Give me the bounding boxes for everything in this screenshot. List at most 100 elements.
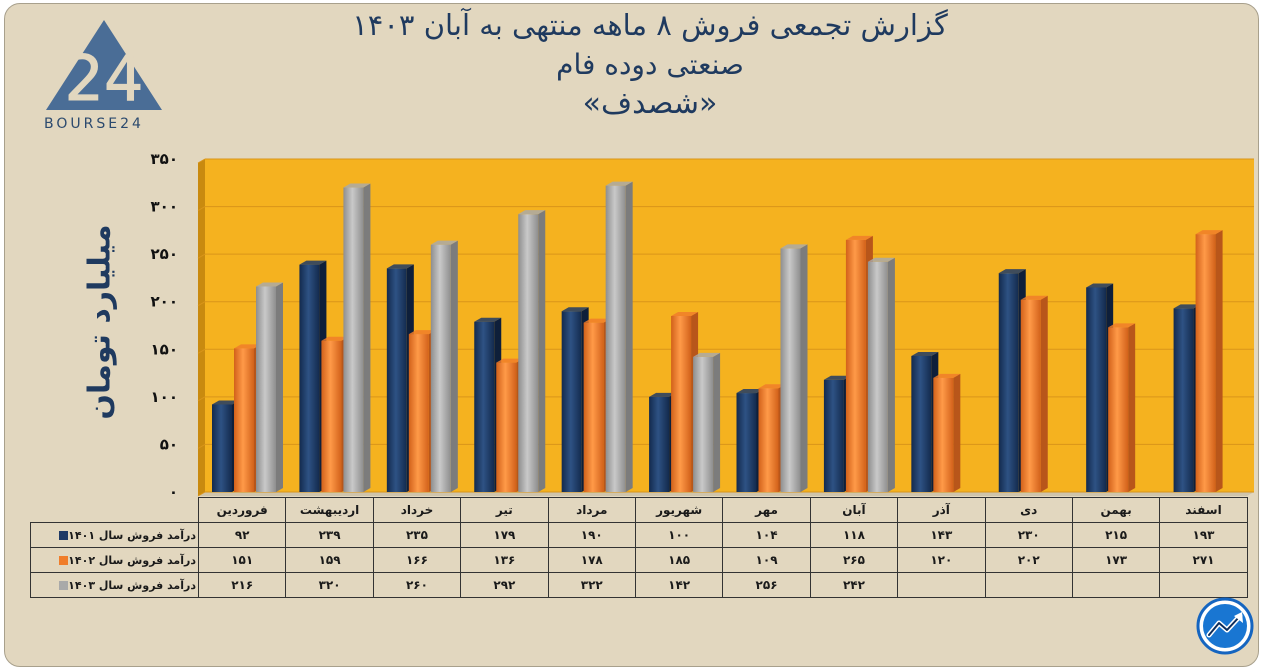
legend-swatch	[59, 556, 69, 565]
bar-side	[450, 240, 458, 492]
logo-triangle	[46, 20, 162, 110]
y-tick-label: ۲۰۰	[151, 293, 178, 311]
bar	[234, 348, 254, 492]
table-cell: ۱۴۳	[897, 522, 986, 548]
x-tick-label: فروردین	[197, 497, 287, 523]
bar	[867, 261, 888, 492]
bar-top	[823, 375, 851, 380]
bar-top	[867, 257, 895, 262]
bar-side	[625, 181, 633, 492]
table-cell: ۱۹۳	[1159, 522, 1248, 548]
chart-subtitle: صنعتی دوده فام	[556, 48, 744, 81]
table-cell: ۱۰۴	[722, 522, 811, 548]
bar-top	[671, 311, 699, 316]
gridline-side	[197, 396, 206, 402]
bar-side	[953, 373, 961, 492]
bar-top	[649, 392, 677, 397]
table-cell: ۲۳۰	[984, 522, 1073, 548]
bar-top	[736, 389, 764, 394]
bar	[343, 187, 364, 493]
bar-top	[256, 282, 283, 287]
table-corner	[30, 497, 199, 523]
y-tick-label: ۳۵۰	[151, 150, 178, 168]
gridline-side	[197, 253, 206, 259]
bar	[1173, 308, 1194, 492]
legend-entry: درآمد فروش سال ۱۴۰۲	[30, 547, 199, 573]
bar	[758, 388, 779, 492]
table-cell: ۱۵۹	[285, 547, 374, 573]
table-cell: ۱۳۶	[460, 547, 549, 573]
bar-top	[234, 344, 261, 349]
bar-top	[561, 307, 589, 312]
bar	[998, 273, 1019, 492]
bar	[518, 214, 539, 492]
bar-top	[343, 183, 371, 188]
bar-top	[518, 210, 546, 215]
y-tick-label: ۰	[169, 483, 178, 501]
table-cell: ۲۳۵	[372, 522, 462, 548]
bar-top	[1195, 230, 1223, 235]
legend-label: درآمد فروش سال ۱۴۰۳	[68, 578, 196, 592]
bar-top	[212, 400, 239, 405]
bar-top	[474, 317, 502, 322]
table-cell	[1071, 572, 1161, 598]
logo-text: BOURSE24	[44, 116, 144, 132]
bar	[474, 321, 495, 492]
bar	[845, 239, 866, 492]
legend-swatch	[59, 581, 69, 590]
table-cell: ۱۷۳	[1071, 547, 1161, 573]
bar	[430, 244, 451, 492]
bar-side	[1040, 295, 1048, 492]
bar-top	[430, 240, 458, 245]
table-cell: ۹۲	[197, 522, 287, 548]
x-tick-label: خرداد	[372, 497, 462, 523]
plot-side-wall	[198, 159, 205, 496]
bar	[321, 340, 342, 492]
bar-side	[1215, 230, 1223, 493]
gridline-side	[197, 206, 206, 212]
x-tick-label: اسفند	[1159, 497, 1248, 523]
table-cell: ۲۷۱	[1159, 547, 1248, 573]
gridline-side	[197, 348, 206, 354]
legend-label: درآمد فروش سال ۱۴۰۲	[68, 553, 196, 567]
bar-top	[496, 358, 524, 363]
table-cell: ۲۰۲	[984, 547, 1073, 573]
plot-floor	[198, 492, 1254, 496]
table-cell: ۱۰۰	[634, 522, 724, 548]
gridline-side	[197, 158, 206, 164]
bar	[212, 404, 232, 492]
bar-side	[538, 210, 546, 492]
legend-label: درآمد فروش سال ۱۴۰۱	[68, 528, 196, 542]
table-cell: ۱۷۹	[460, 522, 549, 548]
table-cell	[984, 572, 1073, 598]
y-tick-label: ۱۰۰	[151, 388, 178, 406]
gridline-side	[197, 301, 206, 307]
bar-side	[1128, 323, 1136, 492]
x-tick-label: مرداد	[547, 497, 636, 523]
gridline-side	[197, 491, 206, 497]
table-cell: ۱۷۸	[547, 547, 636, 573]
trend-line-badge-icon	[1196, 597, 1254, 655]
bar	[408, 334, 429, 492]
y-tick-label: ۱۵۰	[151, 340, 178, 358]
bar-side	[800, 244, 808, 492]
table-cell: ۲۱۵	[1071, 522, 1161, 548]
x-tick-label: بهمن	[1071, 497, 1161, 523]
table-cell: ۱۲۰	[897, 547, 986, 573]
bar-top	[386, 264, 414, 269]
bar-top	[583, 318, 611, 323]
table-row: درآمد فروش سال ۱۴۰۳ ۲۱۶ ۳۲۰ ۲۶۰ ۲۹۲ ۳۲۲ ۱۴۲ ۲۵۶…	[30, 572, 1248, 598]
bar	[256, 286, 276, 492]
bar-side	[363, 183, 371, 493]
data-table: فروردین اردیبهشت خرداد تیر مرداد شهریور مهر آبا…	[30, 497, 1248, 598]
table-cell: ۳۲۰	[285, 572, 374, 598]
x-tick-label: شهریور	[634, 497, 724, 523]
table-row: درآمد فروش سال ۱۴۰۱ ۹۲ ۲۳۹ ۲۳۵ ۱۷۹ ۱۹۰ ۱۰۰ ۱۰۴ ۱…	[30, 522, 1248, 548]
bar	[299, 264, 320, 492]
x-tick-label: آذر	[897, 497, 986, 523]
bar-top	[605, 181, 633, 186]
table-cell: ۱۵۱	[197, 547, 287, 573]
bar-top	[321, 336, 349, 341]
x-tick-label: مهر	[722, 497, 811, 523]
table-cell	[897, 572, 986, 598]
